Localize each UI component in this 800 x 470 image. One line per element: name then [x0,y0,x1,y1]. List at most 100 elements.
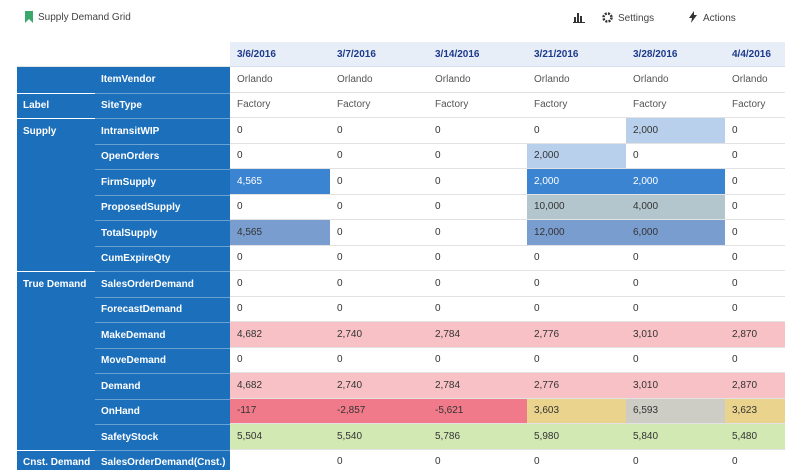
data-cell: 3,010 [626,373,725,399]
data-cell: 0 [626,296,725,322]
data-cell [230,449,330,470]
group-label: Label [17,92,95,118]
data-cell: 4,565 [230,220,330,246]
row-label: MakeDemand [95,322,230,348]
date-header: 3/7/2016 [330,42,428,67]
data-cell: Factory [725,92,785,118]
data-cell: Orlando [725,67,785,93]
row-label: MoveDemand [95,347,230,373]
data-cell: Factory [527,92,626,118]
data-cell: Orlando [428,67,527,93]
data-cell: 0 [527,245,626,271]
row-label: SafetyStock [95,424,230,450]
gear-icon[interactable] [602,12,613,23]
data-cell: 0 [330,220,428,246]
data-cell: 0 [725,118,785,144]
data-cell: Orlando [527,67,626,93]
data-cell: 5,786 [428,424,527,450]
data-cell: 2,000 [626,118,725,144]
data-cell: 0 [725,347,785,373]
header-gap [17,42,230,67]
data-cell: 0 [725,271,785,297]
group-label [17,373,95,399]
data-cell: 4,000 [626,194,725,220]
group-label: True Demand [17,271,95,297]
data-cell: 5,540 [330,424,428,450]
group-label [17,398,95,424]
data-cell: 2,784 [428,322,527,348]
data-cell: 6,000 [626,220,725,246]
group-label [17,194,95,220]
data-cell: 10,000 [527,194,626,220]
data-cell: 0 [330,118,428,144]
data-cell: 0 [230,245,330,271]
data-cell: 0 [330,143,428,169]
row-label: IntransitWIP [95,118,230,144]
data-cell: Factory [626,92,725,118]
data-cell: 3,603 [527,398,626,424]
bookmark-icon [25,11,33,23]
data-cell: 4,565 [230,169,330,195]
data-cell: 5,504 [230,424,330,450]
data-cell: Factory [330,92,428,118]
data-cell: 12,000 [527,220,626,246]
data-cell: 2,000 [626,169,725,195]
data-cell: 0 [330,194,428,220]
actions-button[interactable]: Actions [703,13,736,24]
data-cell: 0 [527,118,626,144]
data-cell: 0 [230,143,330,169]
row-label: OnHand [95,398,230,424]
data-cell: 0 [428,245,527,271]
data-cell: 0 [626,143,725,169]
data-cell: 0 [330,449,428,470]
row-label: SiteType [95,92,230,118]
data-cell: 2,000 [527,143,626,169]
group-label [17,296,95,322]
settings-button[interactable]: Settings [618,13,655,24]
data-cell: 0 [428,296,527,322]
data-cell: 0 [527,347,626,373]
data-cell: 2,784 [428,373,527,399]
row-label: OpenOrders [95,143,230,169]
data-cell: 0 [527,271,626,297]
group-label [17,143,95,169]
data-cell: 0 [626,347,725,373]
data-cell: 2,740 [330,373,428,399]
data-cell: Orlando [626,67,725,93]
data-cell: 0 [725,449,785,470]
data-cell: 0 [527,296,626,322]
group-label [17,322,95,348]
bolt-icon[interactable] [689,11,697,23]
data-cell: 0 [230,271,330,297]
row-label: SalesOrderDemand(Cnst.) [95,449,230,470]
data-cell: 0 [725,194,785,220]
group-label [17,67,95,93]
data-cell: 0 [428,118,527,144]
chart-icon[interactable] [573,11,585,23]
data-cell: 0 [230,296,330,322]
data-cell: 2,776 [527,373,626,399]
data-cell: 5,840 [626,424,725,450]
row-label: ItemVendor [95,67,230,93]
group-label [17,169,95,195]
data-cell: 2,870 [725,373,785,399]
row-label: SalesOrderDemand [95,271,230,297]
data-cell: 0 [725,296,785,322]
group-label [17,424,95,450]
data-cell: -117 [230,398,330,424]
row-label: ForecastDemand [95,296,230,322]
data-cell: 3,010 [626,322,725,348]
data-cell: Orlando [230,67,330,93]
data-cell: Factory [230,92,330,118]
data-cell: 0 [330,296,428,322]
data-cell: 0 [330,347,428,373]
date-header: 4/4/2016 [725,42,785,67]
group-label [17,245,95,271]
data-cell: 0 [428,347,527,373]
data-cell: 3,623 [725,398,785,424]
data-cell: 0 [626,449,725,470]
data-cell: 0 [230,347,330,373]
group-label [17,347,95,373]
data-cell: 0 [725,143,785,169]
group-label: Supply [17,118,95,144]
